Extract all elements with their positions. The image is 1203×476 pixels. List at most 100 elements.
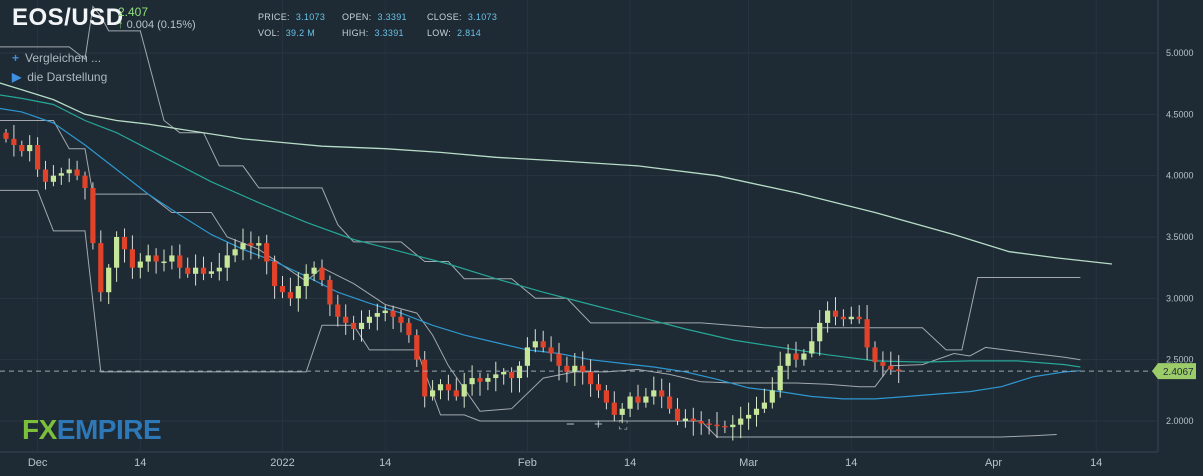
stat-open-label: OPEN: — [342, 12, 372, 22]
arrow-up-icon: ↑ — [118, 19, 124, 31]
candle-up — [382, 310, 388, 314]
candle-down — [896, 369, 902, 372]
candle-up — [777, 365, 783, 391]
stat-low-value: 2.814 — [457, 28, 482, 38]
y-tick-label: 3.0000 — [1166, 293, 1194, 303]
candle-down — [200, 267, 207, 274]
candle-down — [674, 408, 681, 422]
candle-down — [319, 267, 325, 280]
candle-down — [35, 145, 41, 170]
current-price-tag — [1152, 363, 1196, 380]
candle-up — [572, 365, 578, 372]
candle-up — [493, 374, 499, 379]
candle-down — [422, 359, 428, 397]
candle-up — [106, 267, 112, 293]
stat-low-label: LOW: — [427, 28, 452, 38]
candle-down — [453, 390, 459, 397]
x-tick-label: Mar — [739, 457, 758, 469]
candle-up — [730, 424, 736, 428]
candle-down — [872, 347, 878, 363]
candle-up — [50, 175, 56, 182]
channel-lower-line — [0, 189, 1057, 438]
candle-up — [358, 322, 365, 330]
candle-down — [327, 279, 333, 305]
candle-down — [603, 390, 609, 403]
candle-down — [335, 304, 341, 317]
logo-fx: FX — [22, 414, 57, 445]
zoom-out-button[interactable]: − — [566, 416, 575, 433]
candle-up — [240, 243, 246, 250]
candle-down — [351, 322, 357, 330]
candle-down — [74, 169, 80, 176]
candle-down — [19, 145, 25, 152]
stat-close: CLOSE: 3.1073 — [427, 12, 497, 22]
candle-down — [659, 390, 665, 397]
candle-up — [809, 341, 815, 354]
candle-down — [414, 335, 420, 360]
candle-down — [272, 261, 278, 287]
current-price-label: 2.4067 — [1163, 367, 1194, 378]
zoom-in-button[interactable]: + — [594, 416, 603, 433]
candle-down — [706, 423, 712, 425]
candle-down — [287, 292, 293, 299]
x-tick-label: Dec — [28, 457, 48, 469]
y-tick-label: 4.5000 — [1166, 109, 1194, 119]
candle-down — [635, 396, 641, 403]
candle-down — [343, 316, 349, 323]
stat-open-value: 3.3391 — [377, 12, 407, 22]
candle-down — [477, 378, 483, 382]
stat-volume-value: 39.2 M — [285, 28, 316, 38]
candle-down — [3, 132, 9, 139]
play-triangle-icon: ▶ — [12, 70, 22, 84]
candle-down — [153, 255, 159, 262]
candle-up — [469, 378, 475, 385]
candle-down — [129, 249, 135, 268]
channel-mid-line — [0, 120, 1081, 412]
fxempire-logo: FXEMPIRE — [22, 414, 162, 446]
candle-up — [169, 255, 175, 262]
candle-down — [722, 425, 728, 428]
price-change-value: 0.004 (0.15%) — [126, 19, 196, 31]
candle-down — [121, 237, 128, 250]
candle-up — [58, 173, 64, 176]
candle-down — [564, 365, 570, 372]
channel-upper-line — [0, 5, 1081, 351]
candle-up — [256, 243, 262, 246]
stat-high-label: HIGH: — [342, 28, 369, 38]
logo-empire: EMPIRE — [56, 414, 162, 445]
candle-down — [888, 365, 894, 370]
y-tick-label: 5.0000 — [1166, 48, 1194, 58]
stat-price-value: 3.1073 — [295, 12, 326, 22]
candle-up — [651, 390, 657, 397]
candle-down — [793, 353, 799, 360]
candle-up — [643, 396, 649, 403]
plus-icon: + — [12, 51, 20, 65]
moving-average-50-line — [0, 107, 1081, 400]
candle-down — [588, 371, 594, 385]
candle-up — [437, 384, 444, 391]
candle-up — [303, 273, 309, 287]
display-label: die Darstellung — [27, 70, 108, 84]
candle-up — [27, 145, 33, 152]
x-tick-label: Apr — [985, 457, 1002, 469]
candle-down — [580, 365, 586, 372]
candle-down — [864, 319, 870, 348]
display-menu[interactable]: ▶ die Darstellung — [12, 70, 107, 84]
y-tick-label: 2.0000 — [1166, 416, 1194, 426]
stat-high-value: 3.3391 — [374, 28, 404, 38]
candle-down — [667, 396, 673, 409]
stat-open: OPEN: 3.3391 — [342, 12, 407, 22]
x-tick-label: 14 — [1090, 457, 1102, 469]
candle-down — [611, 402, 617, 415]
candle-up — [145, 255, 151, 262]
candle-down — [98, 243, 104, 293]
candle-down — [185, 267, 191, 274]
candle-up — [501, 371, 507, 375]
candle-up — [746, 414, 752, 419]
compare-menu[interactable]: + Vergleichen ... — [12, 51, 101, 65]
candle-up — [738, 418, 744, 425]
fullscreen-icon[interactable]: ⛶ — [619, 418, 628, 432]
x-tick-label: 2022 — [270, 457, 294, 469]
candle-down — [11, 138, 17, 146]
